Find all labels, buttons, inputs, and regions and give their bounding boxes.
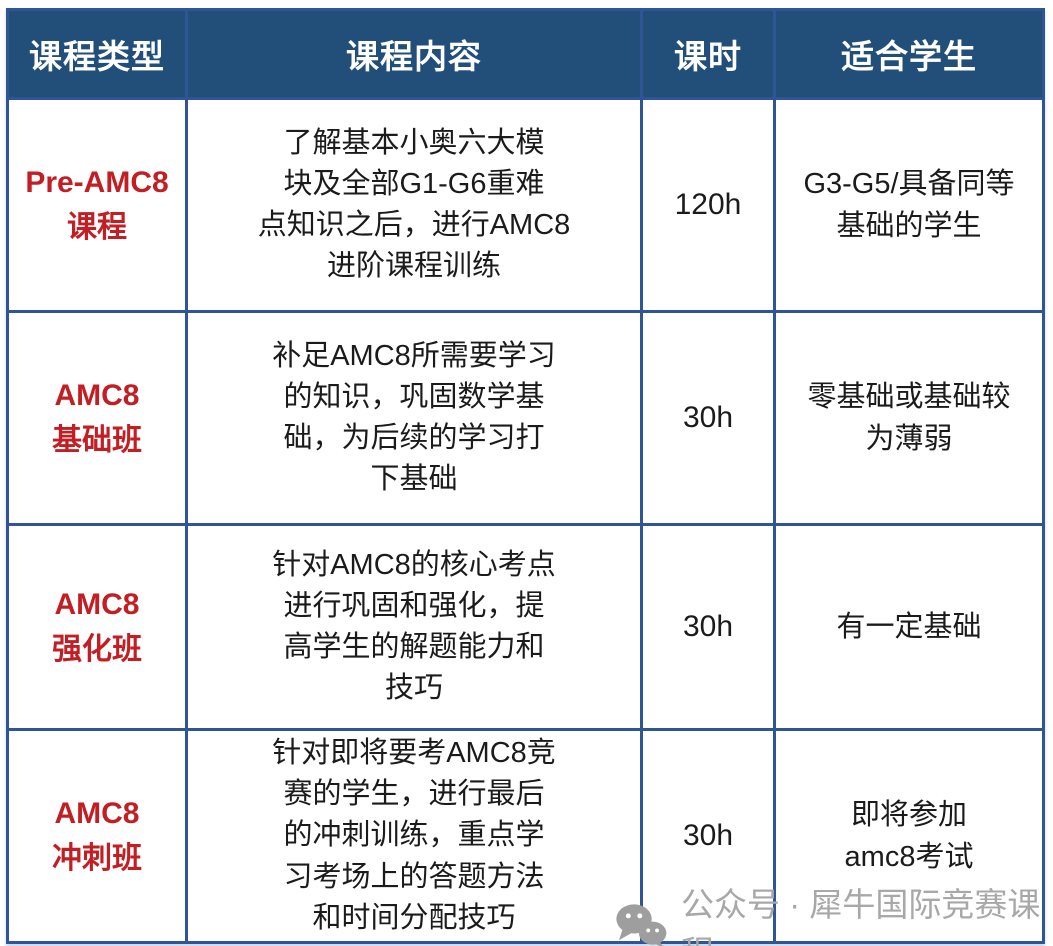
course-type-cell: AMC8 基础班 — [9, 313, 185, 523]
course-table: 课程类型 课程内容 课时 适合学生 Pre-AMC8 课程 了解基本小奥六大模 … — [6, 8, 1045, 944]
course-type-cell: Pre-AMC8 课程 — [9, 100, 185, 310]
students-cell: 即将参加 amc8考试 — [776, 731, 1042, 941]
students-text: 零基础或基础较 为薄弱 — [807, 380, 1011, 455]
header-cell-course-content: 课程内容 — [188, 11, 640, 97]
students-text: 即将参加 amc8考试 — [844, 798, 974, 873]
course-content-cell: 针对即将要考AMC8竞 赛的学生，进行最后 的冲刺训练，重点学 习考场上的答题方… — [188, 731, 640, 941]
students-text: 有一定基础 — [836, 610, 982, 643]
hours-cell: 120h — [643, 100, 773, 310]
hours-value: 30h — [682, 610, 734, 643]
course-content-cell: 针对AMC8的核心考点 进行巩固和强化，提 高学生的解题能力和 技巧 — [188, 526, 640, 728]
students-text: G3-G5/具备同等 基础的学生 — [803, 167, 1015, 242]
hours-cell: 30h — [643, 526, 773, 728]
header-label: 课程类型 — [29, 38, 165, 75]
hours-cell: 30h — [643, 731, 773, 941]
header-label: 课程内容 — [346, 38, 482, 75]
course-type-cell: AMC8 强化班 — [9, 526, 185, 728]
header-cell-students: 适合学生 — [776, 11, 1042, 97]
course-type-label: AMC8 强化班 — [52, 588, 142, 666]
course-content-text: 补足AMC8所需要学习 的知识，巩固数学基 础，为后续的学习打 下基础 — [272, 339, 556, 496]
students-cell: 零基础或基础较 为薄弱 — [776, 313, 1042, 523]
header-cell-course-type: 课程类型 — [9, 11, 185, 97]
students-cell: 有一定基础 — [776, 526, 1042, 728]
course-type-cell: AMC8 冲刺班 — [9, 731, 185, 941]
course-type-label: AMC8 冲刺班 — [52, 797, 142, 875]
course-content-cell: 了解基本小奥六大模 块及全部G1-G6重难 点知识之后，进行AMC8 进阶课程训… — [188, 100, 640, 310]
header-cell-hours: 课时 — [643, 11, 773, 97]
course-content-text: 针对AMC8的核心考点 进行巩固和强化，提 高学生的解题能力和 技巧 — [272, 548, 556, 705]
header-label: 课时 — [674, 38, 742, 75]
course-content-cell: 补足AMC8所需要学习 的知识，巩固数学基 础，为后续的学习打 下基础 — [188, 313, 640, 523]
course-content-text: 针对即将要考AMC8竞 赛的学生，进行最后 的冲刺训练，重点学 习考场上的答题方… — [272, 737, 556, 934]
hours-cell: 30h — [643, 313, 773, 523]
course-type-label: AMC8 基础班 — [52, 379, 142, 457]
course-type-label: Pre-AMC8 课程 — [25, 166, 169, 244]
students-cell: G3-G5/具备同等 基础的学生 — [776, 100, 1042, 310]
header-label: 适合学生 — [841, 38, 977, 75]
hours-value: 30h — [682, 819, 734, 852]
course-content-text: 了解基本小奥六大模 块及全部G1-G6重难 点知识之后，进行AMC8 进阶课程训… — [257, 126, 571, 283]
hours-value: 120h — [674, 188, 742, 221]
hours-value: 30h — [682, 401, 734, 434]
